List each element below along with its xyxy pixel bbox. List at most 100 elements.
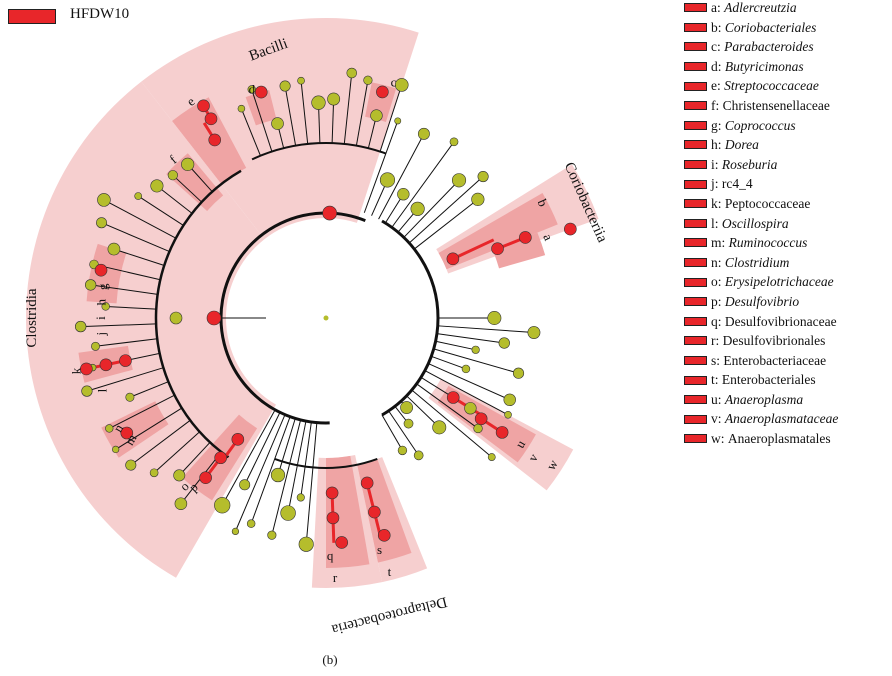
key-swatch-s — [684, 355, 707, 365]
bacilli-leaf-branch — [251, 89, 273, 152]
key-letter: c — [711, 39, 717, 55]
key-separator: : — [717, 195, 725, 211]
clostridia-leaf-node — [174, 497, 188, 511]
bottom-leaf-node — [214, 497, 231, 514]
deltaproteobacteria-label: Deltaproteobacteria — [330, 593, 449, 637]
bacilli-leaf-node — [311, 95, 326, 110]
key-taxon-name: Peptococcaceae — [724, 195, 811, 211]
bottom-leaf-branch — [305, 422, 318, 545]
key-item-b: b: Coriobacteriales — [684, 18, 838, 38]
key-taxon-name: Butyricimonas — [724, 58, 804, 74]
clostridia-leaf-branch — [115, 407, 183, 450]
erysipelotrichaceae-lineage-node — [199, 471, 212, 485]
lower-right-leaf-node — [512, 367, 525, 379]
anaeroplasma-lineage-node — [495, 426, 509, 439]
key-letter: s — [711, 352, 717, 368]
key-letter: k — [711, 195, 718, 211]
bacteroidetes-arc — [381, 219, 440, 417]
key-item-k: k: Peptococcaceae — [684, 194, 838, 214]
key-item-w: w: Anaeroplasmatales — [684, 429, 838, 449]
key-item-h: h: Dorea — [684, 135, 838, 155]
key-separator: : — [720, 431, 728, 447]
enterobacteriaceae-lineage-node — [360, 476, 374, 490]
key-letter: l — [711, 215, 715, 231]
lower-right-leaf-node — [471, 345, 480, 354]
key-item-d: d: Butyricimonas — [684, 57, 838, 77]
streptococcaceae-lineage-node — [204, 112, 218, 126]
lower-right-leaf-node — [464, 402, 477, 415]
erysipelotrichaceae-lineage-node — [214, 451, 227, 465]
coriobacteriia-lineage-node — [446, 252, 460, 266]
bacilli-leaf-branch — [300, 80, 309, 145]
key-separator: : — [716, 352, 724, 368]
bottom-leaf-node — [280, 505, 296, 521]
bacilli-leaf-node — [394, 78, 409, 92]
key-separator: : — [717, 117, 725, 133]
clostridia-leaf-branch — [101, 222, 170, 253]
lower-right-leaf-branch — [411, 389, 493, 458]
key-swatch-p — [684, 297, 707, 307]
lower-right-leaf-node — [403, 418, 414, 429]
key-swatch-c — [684, 42, 707, 52]
key-letter: m — [711, 235, 722, 251]
bacteroidetes-leaf-node — [410, 201, 425, 216]
key-separator: : — [715, 97, 723, 113]
enterobacteriaceae-lineage-node — [368, 505, 381, 519]
key-item-g: g: Coprococcus — [684, 116, 838, 136]
key-item-c: c: Parabacteroides — [684, 37, 838, 57]
key-separator: : — [714, 372, 722, 388]
firmicutes-node — [206, 310, 222, 326]
bacilli-leaf-node — [297, 76, 305, 85]
clade-letter-j: j — [94, 332, 109, 337]
clade-letter-t: t — [388, 564, 392, 579]
lower-right-leaf-branch — [381, 414, 403, 451]
lower-right-leaf-node — [527, 326, 541, 339]
bacilli-leaf-node — [327, 92, 341, 106]
bacteroidetes-leaf-node — [394, 117, 402, 125]
key-separator: : — [715, 333, 723, 349]
key-separator: : — [717, 19, 725, 35]
lower-right-leaf-node — [487, 453, 496, 461]
key-letter: q — [711, 313, 718, 329]
clade-letter-h: h — [94, 299, 109, 306]
bottom-leaf-branch — [244, 412, 281, 485]
clostridia-leaf-node — [150, 179, 164, 193]
key-item-m: m: Ruminococcus — [684, 233, 838, 253]
bacteroidetes-leaf-node — [477, 171, 489, 183]
key-item-a: a: Adlercreutzia — [684, 0, 838, 18]
desulfovibrio-lineage-node — [326, 511, 340, 525]
clade-letter-d: d — [249, 82, 256, 97]
coprococcus-node — [94, 263, 108, 277]
key-separator: : — [714, 215, 722, 231]
key-swatch-u — [684, 395, 707, 405]
clostridia-leaf-branch — [129, 381, 169, 398]
clostridia-leaf-node — [105, 424, 114, 433]
lower-right-leaf-branch — [436, 333, 505, 344]
desulfovibrio-lineage-node — [335, 536, 348, 549]
clostridia-leaf-branch — [105, 305, 157, 310]
key-separator: : — [717, 391, 725, 407]
anaeroplasma-lineage-node — [446, 391, 460, 404]
key-swatch-k — [684, 199, 707, 209]
key-letter: f — [711, 97, 716, 113]
taxon-key-list: a: Adlercreutzia b: Coriobacteriales c: Pa… — [684, 0, 838, 449]
key-letter: j — [711, 176, 715, 192]
key-taxon-name: Anaeroplasmataceae — [724, 411, 839, 427]
key-item-n: n: Clostridium — [684, 253, 838, 273]
key-item-u: u: Anaeroplasma — [684, 390, 838, 410]
lower-right-leaf-branch — [416, 383, 479, 429]
bacilli-leaf-node — [370, 109, 383, 122]
key-item-s: s: Enterobacteriaceae — [684, 351, 838, 371]
clade-letter-q: q — [327, 548, 334, 563]
key-taxon-name: Anaeroplasma — [724, 391, 804, 407]
key-separator: : — [717, 411, 725, 427]
clade-letter-l: l — [95, 388, 110, 392]
key-taxon-name: Parabacteroides — [724, 39, 814, 55]
bacilli-leaf-branch — [343, 72, 353, 145]
lower-right-leaf-branch — [437, 325, 534, 334]
clostridia-leaf-branch — [95, 338, 158, 347]
clostridia-leaf-branch — [156, 185, 193, 214]
key-swatch-h — [684, 140, 707, 150]
key-swatch-l — [684, 218, 707, 228]
